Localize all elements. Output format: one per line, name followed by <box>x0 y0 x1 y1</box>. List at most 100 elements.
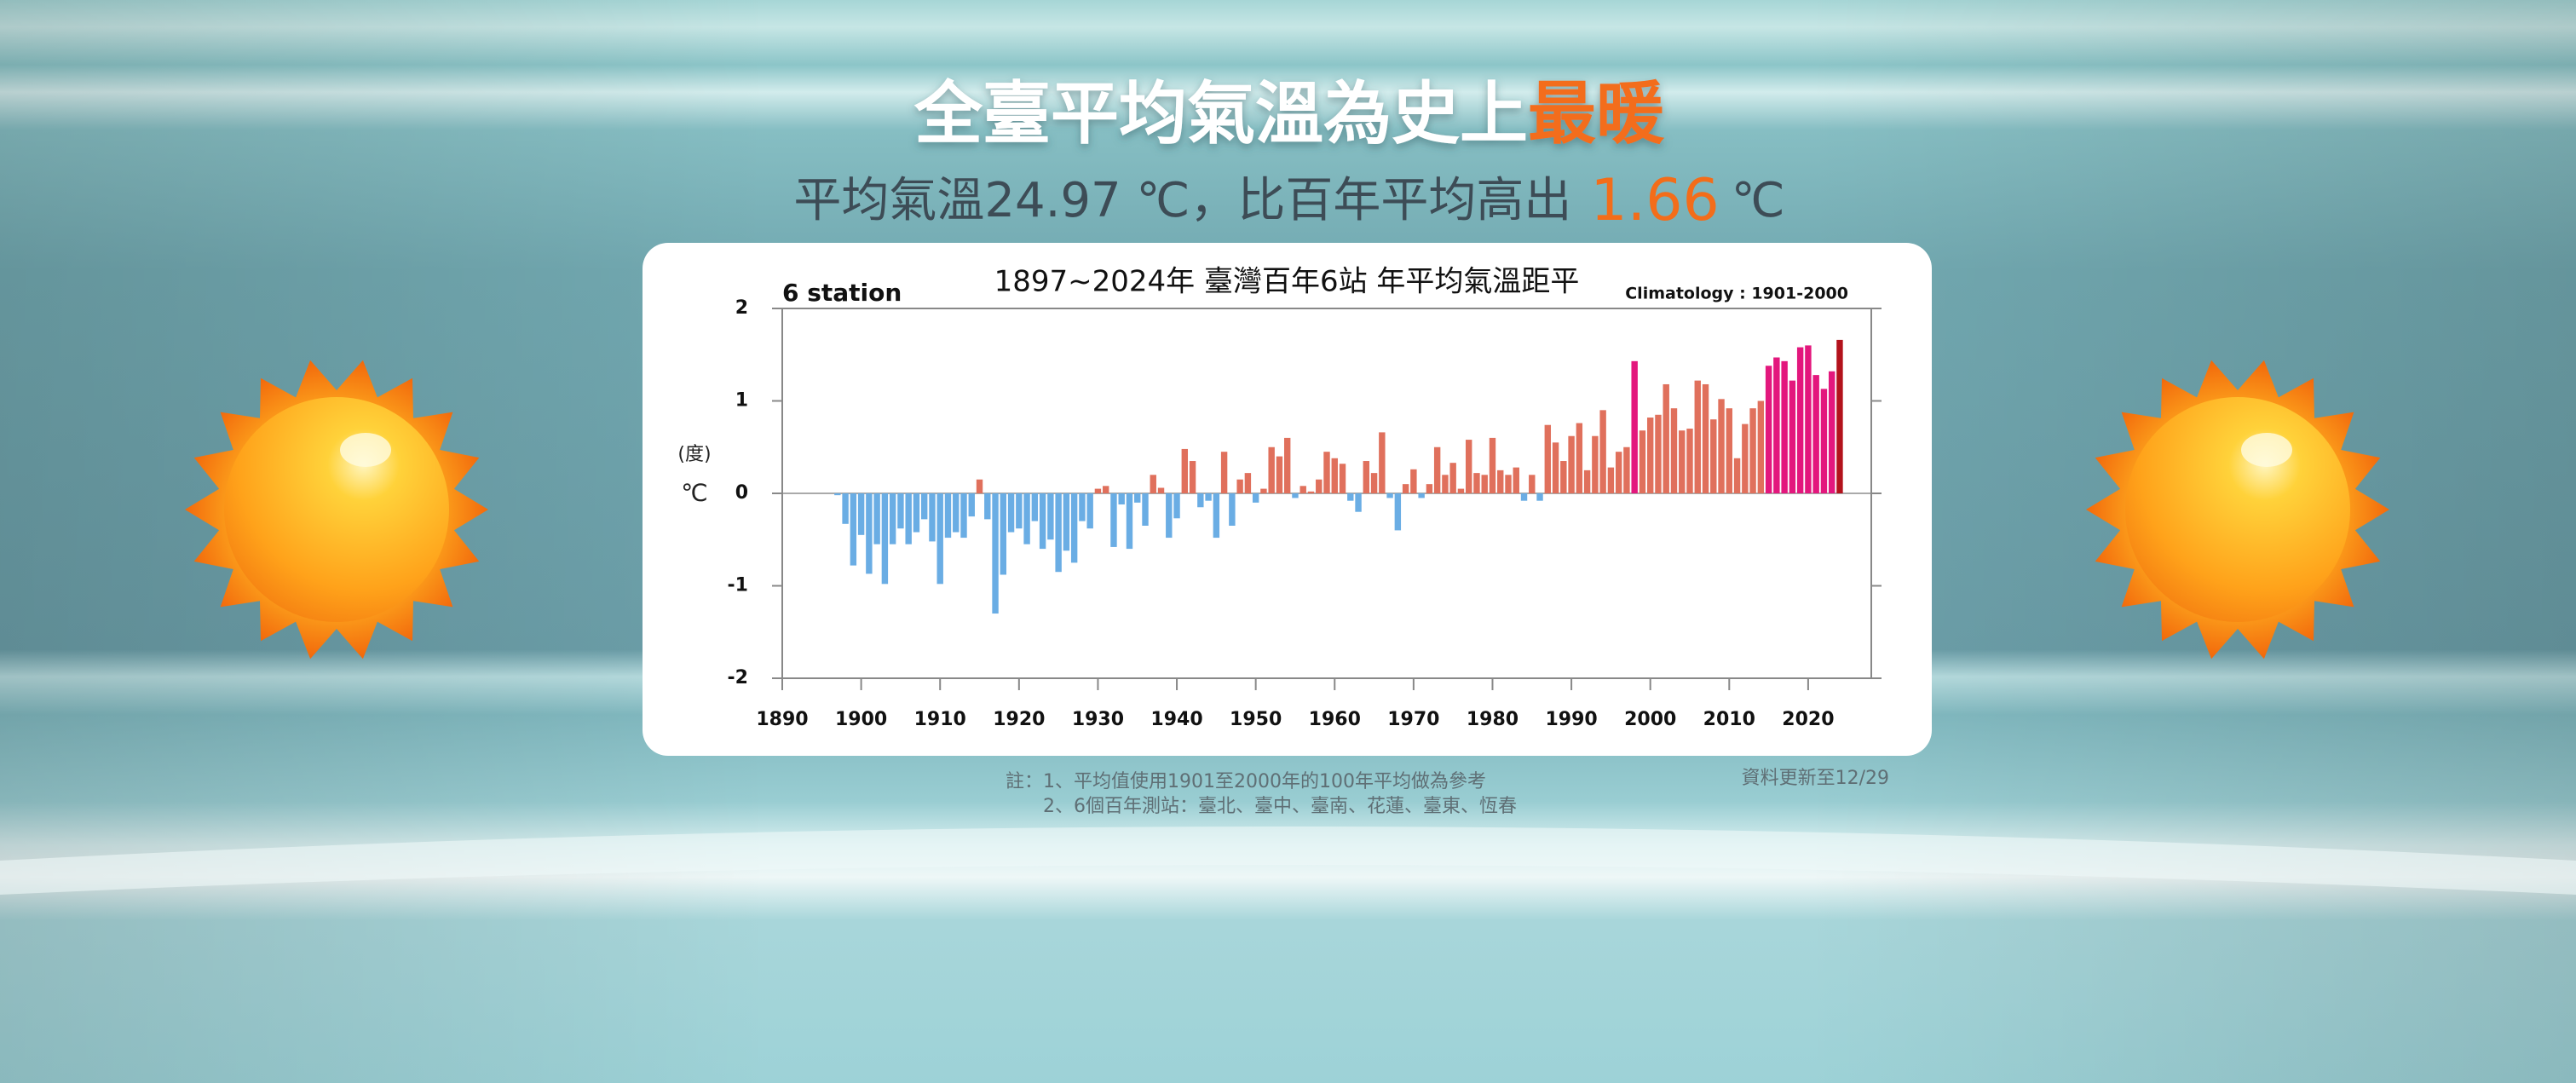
bar <box>1220 452 1228 493</box>
bar <box>1789 380 1796 493</box>
bar <box>1086 493 1093 529</box>
bar <box>1252 493 1259 503</box>
bar <box>1142 493 1149 526</box>
background-curve <box>0 827 2576 895</box>
bar <box>1173 493 1180 519</box>
bar <box>1007 493 1015 533</box>
bar <box>1386 493 1393 498</box>
bar <box>920 493 928 520</box>
x-tick-label: 1890 <box>756 709 808 730</box>
bar <box>1063 493 1070 551</box>
bar <box>1363 461 1370 493</box>
note-line: 註：1、平均值使用1901至2000年的100年平均做為參考 <box>1006 771 1486 792</box>
bar <box>1394 493 1402 531</box>
bar <box>1607 467 1615 493</box>
bar <box>857 493 865 535</box>
bar <box>1016 493 1023 529</box>
bar <box>905 493 912 544</box>
y-tick-label: -1 <box>728 575 748 596</box>
bar <box>1828 371 1835 493</box>
bar <box>913 493 920 533</box>
x-tick-label: 1920 <box>993 709 1045 730</box>
bar <box>1702 383 1709 493</box>
bar <box>889 493 896 544</box>
bar <box>1236 479 1243 493</box>
bar <box>1070 493 1078 563</box>
bar <box>1134 493 1141 503</box>
bar <box>1189 461 1196 493</box>
bar <box>1229 493 1236 526</box>
subtitle: 平均氣溫24.97 ℃，比百年平均高出 1.66 ℃ <box>793 167 1784 234</box>
bar <box>1347 493 1354 501</box>
title-main: 全臺平均氣溫為史上 <box>913 74 1528 153</box>
bar <box>1166 493 1173 539</box>
bar <box>1481 475 1488 493</box>
subtitle-unit: ℃ <box>1732 173 1785 228</box>
x-tick-label: 1910 <box>914 709 966 730</box>
bar <box>1742 423 1749 493</box>
bar <box>1410 469 1417 493</box>
plot: -2 -1 0 1 2 1890 1900 1910 1920 1930 1940 1950 1960 1… <box>728 297 1882 730</box>
y-tick-label: 0 <box>735 482 748 504</box>
bar <box>1749 408 1756 493</box>
bar <box>1520 493 1528 501</box>
bar <box>1473 473 1480 493</box>
bar <box>1355 493 1362 512</box>
bar <box>936 493 943 585</box>
bar <box>1418 493 1425 498</box>
bar <box>976 479 983 493</box>
bar <box>1307 491 1315 493</box>
bar <box>1433 446 1441 493</box>
bar <box>1118 493 1125 505</box>
x-tick-label: 1950 <box>1230 709 1282 730</box>
bar <box>1544 424 1552 493</box>
bar <box>1276 456 1283 493</box>
y-tick-label: 1 <box>735 390 748 412</box>
bar <box>1765 366 1772 493</box>
sun-body <box>2125 397 2350 622</box>
bar <box>1489 437 1496 493</box>
chart-station: 6 station <box>782 279 902 307</box>
bar <box>1615 452 1622 493</box>
bar <box>850 493 857 566</box>
bar <box>1260 488 1267 493</box>
bar <box>953 493 960 533</box>
bar <box>1599 410 1606 493</box>
bar <box>1805 345 1812 493</box>
bar <box>984 493 991 520</box>
bar <box>1023 493 1030 544</box>
bar <box>1505 475 1512 493</box>
plot-frame <box>781 308 1872 679</box>
note-line: 2、6個百年測站：臺北、臺中、臺南、花蓮、臺東、恆春 <box>1043 796 1517 817</box>
bar <box>1181 448 1189 493</box>
bar <box>1694 380 1701 493</box>
bar <box>873 493 880 544</box>
sun-group <box>185 360 2389 660</box>
bar <box>1576 423 1583 493</box>
bar <box>1536 493 1543 501</box>
x-tick-label: 1980 <box>1467 709 1519 730</box>
x-tick-label: 2000 <box>1624 709 1676 730</box>
title-highlight: 最暖 <box>1528 74 1665 153</box>
x-tick-label: 1940 <box>1150 709 1202 730</box>
bar <box>1039 493 1046 550</box>
x-tick-label: 1900 <box>835 709 887 730</box>
bar <box>1316 479 1323 493</box>
bar <box>1150 475 1156 493</box>
bar <box>1646 418 1654 493</box>
sun-glare <box>340 433 391 467</box>
bar <box>1718 399 1725 493</box>
bar <box>1552 442 1559 493</box>
bar <box>929 493 936 542</box>
bar <box>1568 435 1575 493</box>
bar <box>1244 473 1252 493</box>
bar <box>1426 484 1433 493</box>
bar <box>1442 475 1449 493</box>
bar <box>1513 467 1519 493</box>
bar <box>1055 493 1062 573</box>
bar <box>1623 446 1630 493</box>
bar <box>1757 400 1765 493</box>
bar <box>1529 475 1536 493</box>
bar <box>1820 389 1828 493</box>
